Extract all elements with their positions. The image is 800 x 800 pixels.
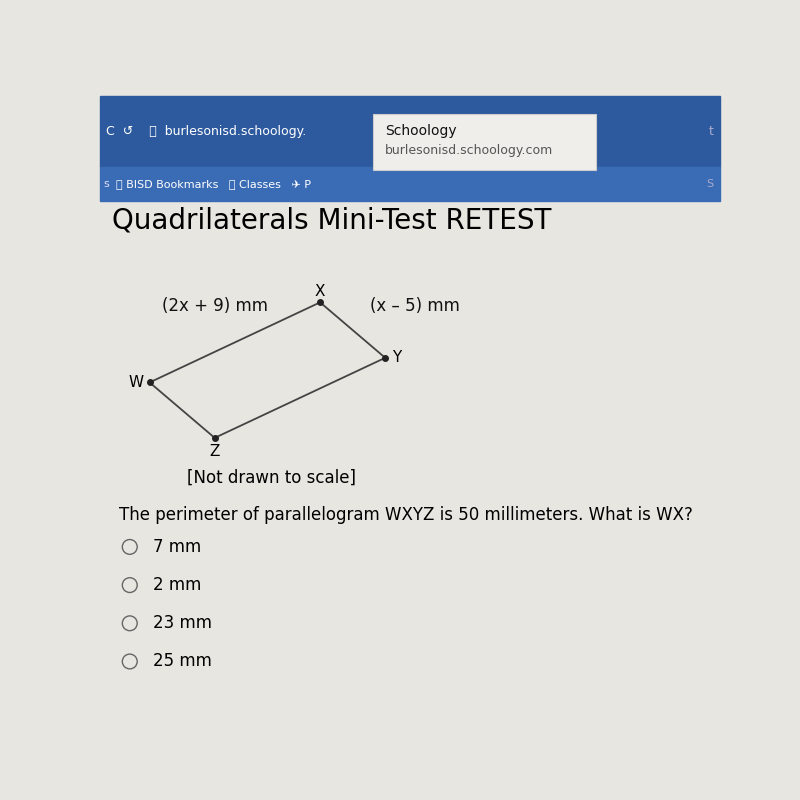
- Text: (x – 5) mm: (x – 5) mm: [370, 297, 459, 314]
- Text: W: W: [128, 375, 143, 390]
- FancyBboxPatch shape: [373, 114, 596, 170]
- Text: C  ↺    🔒  burlesonisd.schoology.: C ↺ 🔒 burlesonisd.schoology.: [106, 125, 306, 138]
- Text: 7 mm: 7 mm: [153, 538, 201, 556]
- Text: S: S: [706, 178, 714, 189]
- Text: Z: Z: [210, 444, 220, 459]
- Text: Y: Y: [392, 350, 401, 366]
- Text: 23 mm: 23 mm: [153, 614, 212, 632]
- Text: The perimeter of parallelogram WXYZ is 50 millimeters. What is WX?: The perimeter of parallelogram WXYZ is 5…: [118, 506, 693, 524]
- Bar: [100, 96, 720, 167]
- Text: X: X: [315, 284, 326, 298]
- Text: 🟨 BISD Bookmarks   🟩 Classes   ✈ P: 🟨 BISD Bookmarks 🟩 Classes ✈ P: [115, 178, 310, 189]
- Text: 25 mm: 25 mm: [153, 653, 211, 670]
- Text: s: s: [103, 178, 109, 189]
- Text: Schoology: Schoology: [386, 124, 457, 138]
- Text: [Not drawn to scale]: [Not drawn to scale]: [187, 469, 356, 486]
- Text: burlesonisd.schoology.com: burlesonisd.schoology.com: [386, 144, 554, 157]
- Text: (2x + 9) mm: (2x + 9) mm: [162, 297, 268, 314]
- Text: Quadrilaterals Mini-Test RETEST: Quadrilaterals Mini-Test RETEST: [112, 207, 552, 235]
- Bar: [100, 167, 720, 201]
- Text: 2 mm: 2 mm: [153, 576, 201, 594]
- Text: t: t: [709, 125, 714, 138]
